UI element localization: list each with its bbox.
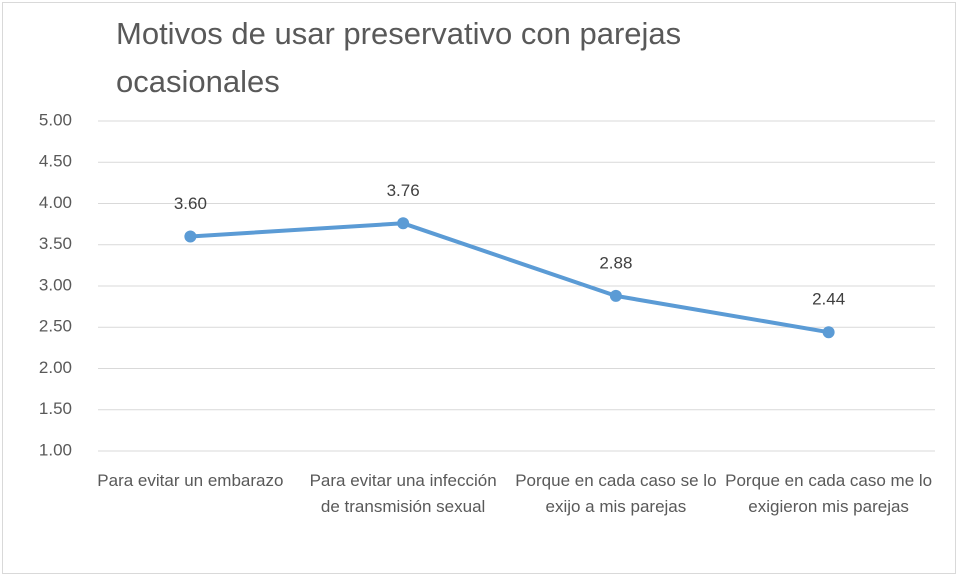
- series-line: [190, 221, 829, 335]
- y-tick-label: 3.00: [39, 275, 72, 294]
- data-label: 2.88: [599, 253, 632, 272]
- x-tick-label: Para evitar una infección de transmisión…: [309, 471, 497, 516]
- y-tick-label: 4.00: [39, 193, 72, 212]
- y-tick-label: 3.50: [39, 234, 72, 253]
- y-tick-label: 1.50: [39, 399, 72, 418]
- x-tick-label: Para evitar un embarazo: [97, 471, 284, 490]
- y-tick-label: 2.50: [39, 317, 72, 336]
- chart-title: Motivos de usar preservativo con parejas…: [116, 16, 682, 99]
- data-point: [397, 217, 410, 230]
- y-tick-label: 4.50: [39, 152, 72, 171]
- data-point: [184, 230, 197, 243]
- x-tick-label: Porque en cada caso se lo exijo a mis pa…: [515, 471, 717, 516]
- data-point: [822, 326, 835, 339]
- data-point: [609, 289, 622, 302]
- data-label: 3.76: [387, 181, 420, 200]
- data-label: 2.44: [812, 290, 845, 309]
- y-tick-label: 5.00: [39, 110, 72, 129]
- y-tick-label: 1.00: [39, 440, 72, 459]
- x-tick-label: Porque en cada caso me lo exigieron mis …: [725, 471, 933, 516]
- data-label: 3.60: [174, 194, 207, 213]
- y-tick-label: 2.00: [39, 358, 72, 377]
